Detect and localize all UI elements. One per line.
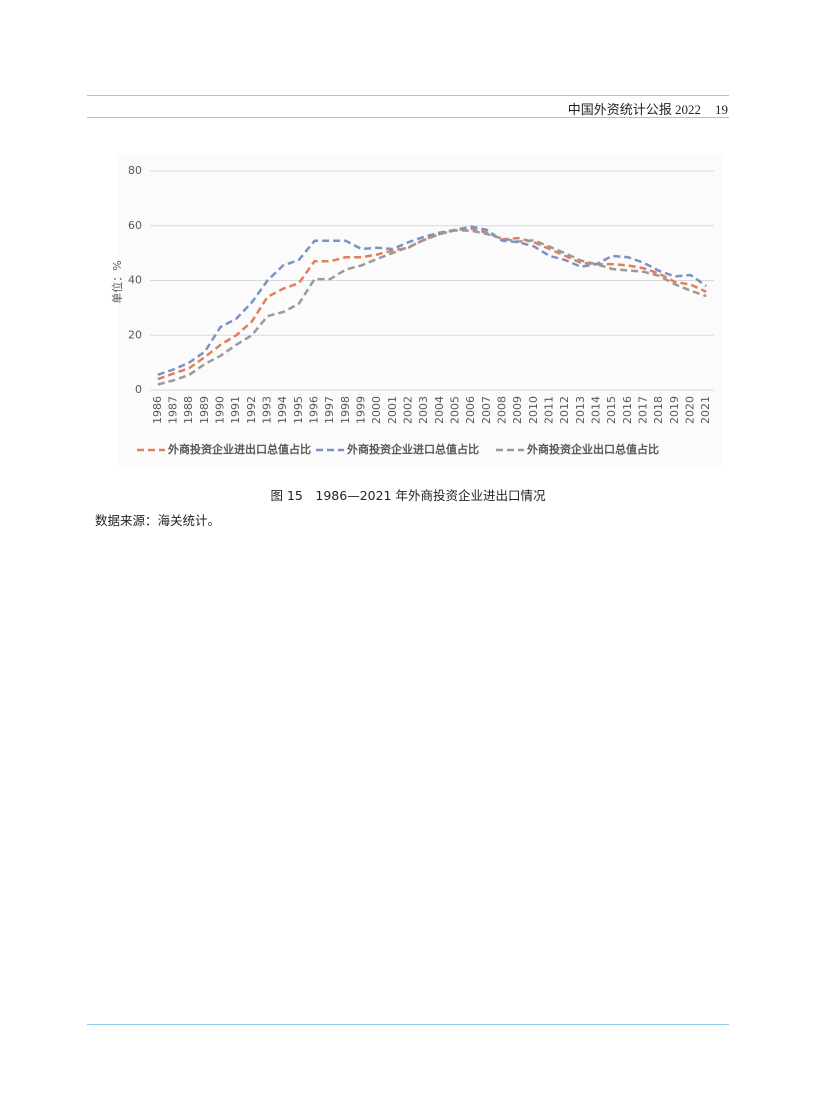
header-rule	[87, 95, 729, 96]
x-tick-label: 2007	[480, 396, 493, 424]
legend-label: 外商投资企业出口总值占比	[526, 442, 659, 456]
x-tick-label: 1993	[261, 396, 274, 424]
y-tick-label: 60	[128, 219, 142, 232]
x-tick-label: 1986	[151, 396, 164, 424]
x-tick-label: 2000	[370, 396, 383, 424]
x-tick-label: 2018	[652, 396, 665, 424]
source-note: 数据来源：海关统计。	[95, 513, 221, 528]
y-tick-label: 20	[128, 328, 142, 341]
x-tick-label: 2021	[699, 396, 712, 424]
chart-background	[118, 155, 722, 468]
x-tick-label: 1991	[229, 396, 242, 424]
series-line	[157, 229, 707, 386]
x-tick-label: 2017	[637, 396, 650, 424]
x-tick-label: 1988	[182, 396, 195, 424]
x-tick-label: 2012	[558, 396, 571, 424]
x-tick-label: 2010	[527, 396, 540, 424]
x-tick-label: 2005	[449, 396, 462, 424]
y-tick-label: 80	[128, 164, 142, 177]
x-tick-label: 1992	[245, 396, 258, 424]
figure-caption: 图 15 1986—2021 年外商投资企业进出口情况	[270, 488, 546, 503]
header-title: 中国外资统计公报 2022	[567, 102, 701, 117]
footer-rule	[87, 1024, 729, 1025]
x-tick-label: 2001	[386, 396, 399, 424]
x-tick-label: 1999	[355, 396, 368, 424]
x-tick-label: 1987	[167, 396, 180, 424]
y-tick-label: 0	[135, 383, 142, 396]
page-header: 中国外资统计公报 2022 19	[554, 99, 728, 118]
x-tick-label: 2002	[402, 396, 415, 424]
series-line	[157, 225, 707, 376]
x-tick-label: 2008	[496, 396, 509, 424]
x-tick-label: 2011	[543, 396, 556, 424]
x-tick-label: 2004	[433, 396, 446, 424]
x-tick-label: 2019	[668, 396, 681, 424]
x-tick-label: 2016	[621, 396, 634, 424]
x-tick-label: 2006	[464, 396, 477, 424]
legend-label: 外商投资企业进口总值占比	[346, 442, 479, 456]
x-tick-label: 2020	[684, 396, 697, 424]
page-number: 19	[715, 102, 728, 117]
x-tick-label: 2013	[574, 396, 587, 424]
legend-label: 外商投资企业进出口总值占比	[167, 442, 311, 456]
x-tick-label: 1995	[292, 396, 305, 424]
x-tick-label: 1989	[198, 396, 211, 424]
x-tick-label: 2015	[605, 396, 618, 424]
x-tick-label: 1997	[323, 396, 336, 424]
x-tick-label: 1996	[308, 396, 321, 424]
y-tick-label: 40	[128, 274, 142, 287]
x-tick-label: 1994	[276, 396, 289, 424]
x-tick-label: 1990	[214, 396, 227, 424]
x-tick-label: 2003	[417, 396, 430, 424]
x-tick-label: 2009	[511, 396, 524, 424]
y-axis-label: 单位：%	[110, 260, 124, 303]
header-rule	[87, 117, 729, 118]
x-tick-label: 2014	[590, 396, 603, 424]
x-tick-label: 1998	[339, 396, 352, 424]
